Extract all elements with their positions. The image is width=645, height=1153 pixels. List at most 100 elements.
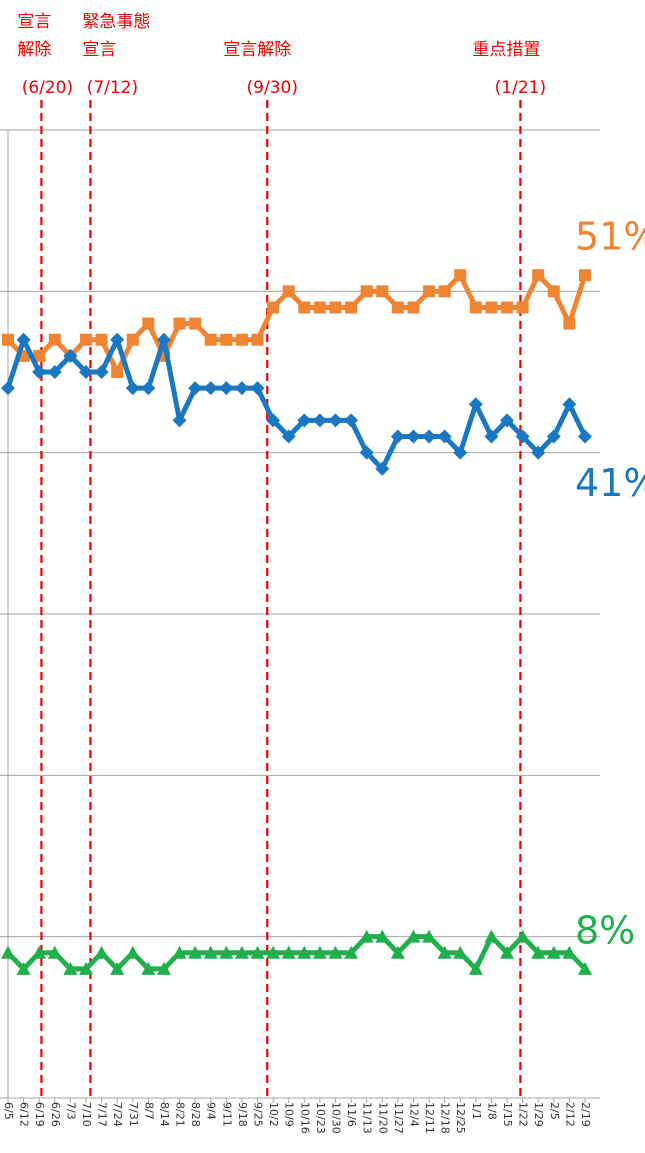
point — [173, 317, 186, 330]
x-tick-label: 11/6 — [345, 1102, 358, 1127]
point — [125, 381, 140, 396]
series-line — [6, 272, 588, 375]
point — [203, 945, 218, 959]
x-tick-label: 2/5 — [548, 1102, 561, 1120]
point — [422, 429, 437, 444]
point — [282, 285, 295, 298]
point — [110, 961, 125, 975]
point — [344, 413, 359, 428]
point — [546, 429, 561, 444]
x-tick-label: 9/18 — [236, 1102, 249, 1127]
point — [172, 413, 187, 428]
point — [95, 333, 108, 346]
x-tick-label: 10/9 — [283, 1102, 296, 1127]
point — [500, 413, 515, 428]
point — [110, 332, 125, 347]
point — [515, 429, 530, 444]
end-label: 51% — [575, 215, 645, 259]
event-label: 緊急事態 — [82, 12, 150, 32]
x-tick-label: 12/18 — [439, 1102, 452, 1134]
point — [516, 301, 529, 314]
point — [312, 945, 327, 959]
point — [329, 301, 342, 314]
x-tick-label: 2/19 — [579, 1102, 592, 1127]
x-tick-label: 1/8 — [485, 1102, 498, 1120]
point — [531, 945, 546, 959]
point — [250, 381, 265, 396]
point — [298, 301, 311, 314]
point — [204, 333, 217, 346]
x-tick-label: 1/1 — [470, 1102, 483, 1120]
point — [501, 301, 514, 314]
point — [219, 945, 234, 959]
point — [578, 429, 592, 444]
point — [407, 301, 420, 314]
point — [32, 945, 47, 959]
x-tick-label: 6/12 — [18, 1102, 31, 1127]
x-tick-label: 10/23 — [314, 1102, 327, 1134]
end-label: 41% — [575, 461, 645, 505]
event-label: 宣言解除 — [223, 40, 291, 60]
point — [16, 332, 31, 347]
point — [141, 961, 156, 975]
point — [391, 301, 404, 314]
point — [142, 317, 155, 330]
point — [251, 333, 264, 346]
point — [219, 381, 234, 396]
point — [141, 381, 156, 396]
point — [33, 349, 46, 362]
x-tick-label: 11/20 — [376, 1102, 389, 1134]
point — [63, 348, 78, 363]
point — [484, 929, 499, 943]
point — [281, 945, 296, 959]
point — [532, 269, 545, 282]
point — [2, 333, 14, 346]
point — [562, 945, 577, 959]
event-date: (9/30) — [247, 78, 298, 98]
event-date: (1/21) — [495, 78, 546, 98]
point — [563, 317, 576, 330]
point — [234, 945, 249, 959]
end-label: 8% — [575, 908, 635, 952]
point — [313, 301, 326, 314]
x-tick-label: 9/4 — [205, 1102, 218, 1120]
point — [1, 381, 15, 396]
x-tick-label: 9/11 — [220, 1102, 233, 1127]
point — [16, 961, 31, 975]
point — [359, 929, 374, 943]
point — [375, 929, 390, 943]
point — [126, 333, 139, 346]
point — [47, 365, 62, 379]
point — [344, 945, 359, 959]
point — [500, 945, 515, 959]
series-line — [6, 934, 587, 972]
point — [328, 413, 343, 428]
point — [78, 961, 93, 975]
x-tick-label: 10/2 — [267, 1102, 280, 1127]
point — [94, 945, 109, 959]
point — [579, 269, 591, 282]
point — [547, 285, 560, 298]
point — [359, 445, 374, 460]
x-tick-label: 8/7 — [142, 1102, 155, 1120]
point — [156, 332, 171, 347]
x-tick-label: 6/5 — [2, 1102, 15, 1120]
x-tick-label: 1/29 — [532, 1102, 545, 1127]
point — [111, 366, 124, 378]
point — [125, 945, 140, 959]
point — [235, 333, 248, 346]
x-tick-label: 7/3 — [64, 1102, 77, 1120]
point — [390, 429, 405, 444]
point — [63, 961, 78, 975]
point — [438, 285, 451, 298]
x-tick-label: 11/13 — [361, 1102, 374, 1134]
point — [172, 945, 187, 959]
event-label: 宣言 — [17, 12, 51, 32]
point — [469, 301, 482, 314]
point — [406, 929, 421, 943]
point — [267, 301, 280, 314]
x-tick-label: 7/10 — [80, 1102, 93, 1127]
point — [328, 945, 343, 959]
x-tick-label: 9/25 — [252, 1102, 265, 1127]
